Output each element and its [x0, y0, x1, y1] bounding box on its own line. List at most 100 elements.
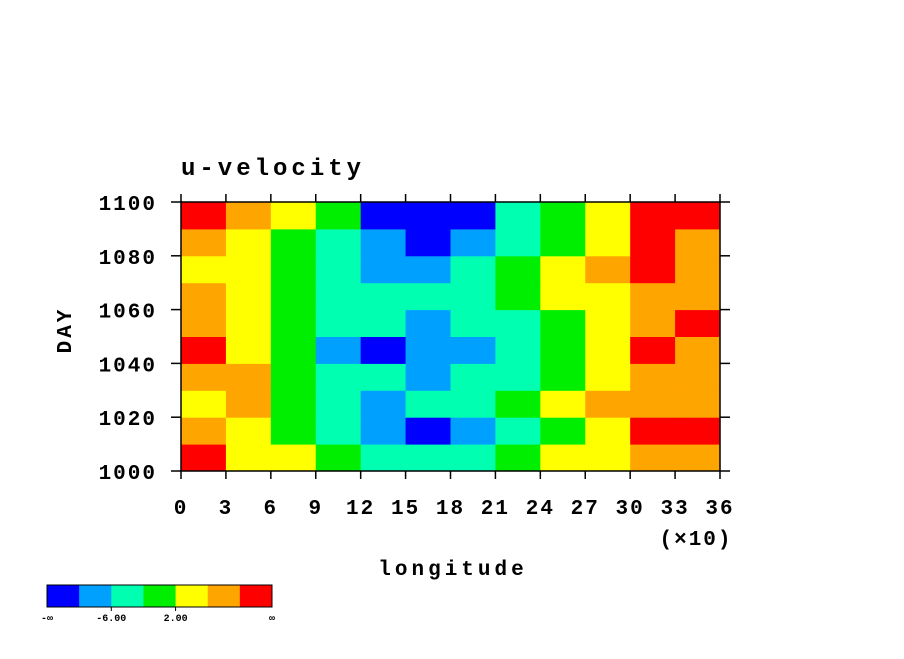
cell	[360, 228, 407, 257]
cell	[630, 417, 676, 445]
cell	[181, 417, 227, 445]
cell	[315, 255, 362, 284]
cell	[360, 202, 407, 230]
cell	[270, 255, 317, 284]
colorbar-swatch	[175, 585, 209, 607]
cell	[675, 202, 721, 230]
axes: 0 3 6 9 12 15 18 21 24 27 30 33 36100010201040106010…	[99, 194, 734, 521]
cell	[315, 417, 362, 445]
y-tick-label: 1020	[99, 409, 157, 432]
y-axis-label: DAY	[55, 307, 78, 354]
cell	[450, 417, 496, 445]
cell	[540, 255, 586, 284]
cell	[225, 390, 272, 418]
cell	[450, 336, 496, 364]
cell	[675, 282, 721, 311]
cell	[360, 390, 407, 418]
cell	[540, 202, 586, 230]
cell	[495, 363, 541, 391]
cell	[450, 228, 496, 257]
cell	[630, 228, 676, 257]
x-tick-label: 24	[526, 498, 555, 521]
cell	[360, 309, 407, 337]
cell	[585, 390, 631, 418]
cell	[495, 202, 541, 230]
colorbar-frame	[46, 584, 273, 608]
x-tick-label: 3	[219, 498, 234, 521]
cell	[360, 336, 407, 364]
cell	[630, 255, 676, 284]
cell	[181, 282, 227, 311]
chart-title: u-velocity	[181, 156, 365, 183]
cell	[225, 444, 272, 472]
cell	[585, 202, 631, 230]
colorbar-swatch	[47, 585, 80, 607]
cell	[495, 282, 541, 311]
cell	[585, 228, 631, 257]
cell	[181, 202, 227, 230]
cell	[450, 202, 496, 230]
cell	[540, 228, 586, 257]
cell	[225, 228, 272, 257]
cell	[450, 282, 496, 311]
cell	[450, 309, 496, 337]
cell	[495, 390, 541, 418]
cell	[270, 202, 317, 230]
cell	[405, 444, 451, 472]
cell	[270, 363, 317, 391]
cell	[675, 444, 721, 472]
cell	[585, 282, 631, 311]
cell	[315, 444, 362, 472]
cell	[405, 228, 451, 257]
cell	[360, 255, 407, 284]
y-tick-label: 1080	[99, 248, 157, 271]
cell	[181, 444, 227, 472]
x-tick-label: 15	[391, 498, 420, 521]
cell	[405, 336, 451, 364]
cell	[495, 336, 541, 364]
cell	[585, 417, 631, 445]
x-multiplier: (×10)	[659, 529, 732, 552]
cell	[540, 390, 586, 418]
cell	[450, 363, 496, 391]
x-tick-label: 21	[481, 498, 510, 521]
x-tick-label: 9	[308, 498, 323, 521]
colorbar-end-label: -∞	[41, 614, 53, 625]
cell	[315, 363, 362, 391]
cell	[540, 309, 586, 337]
colorbar-swatch	[111, 585, 144, 607]
cell	[540, 363, 586, 391]
cell	[270, 336, 317, 364]
cell	[675, 417, 721, 445]
cell	[630, 444, 676, 472]
cell	[225, 363, 272, 391]
cell	[225, 417, 272, 445]
y-tick-label: 1100	[99, 194, 157, 217]
cell	[405, 202, 451, 230]
cell	[225, 255, 272, 284]
colorbar-tick-label: 2.00	[164, 614, 188, 625]
y-tick-label: 1000	[99, 463, 157, 486]
cell	[405, 255, 451, 284]
cell	[360, 282, 407, 311]
cell	[315, 336, 362, 364]
x-tick-label: 36	[705, 498, 734, 521]
x-tick-label: 6	[264, 498, 279, 521]
cell	[315, 309, 362, 337]
cell	[450, 390, 496, 418]
cell	[675, 228, 721, 257]
cell	[405, 417, 451, 445]
colorbar-swatch	[239, 585, 273, 607]
y-tick-label: 1060	[99, 302, 157, 325]
cell	[585, 363, 631, 391]
colorbar-end-label: ∞	[269, 614, 275, 625]
colorbar-swatch	[143, 585, 177, 607]
cell	[540, 336, 586, 364]
cell	[585, 444, 631, 472]
cell	[181, 390, 227, 418]
cell	[270, 444, 317, 472]
cell	[225, 282, 272, 311]
cell	[225, 309, 272, 337]
cell	[450, 255, 496, 284]
